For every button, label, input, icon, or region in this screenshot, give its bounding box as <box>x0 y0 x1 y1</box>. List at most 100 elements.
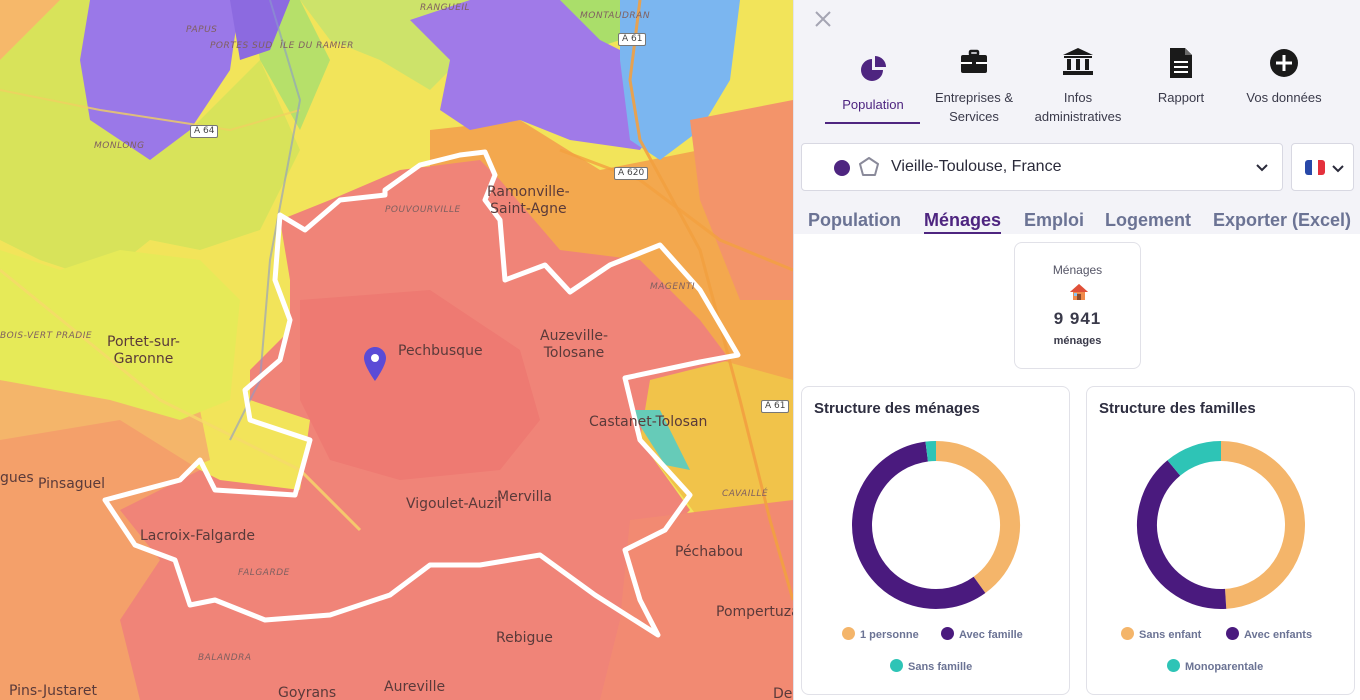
map-label-lacroix: Lacroix-Falgarde <box>140 528 256 544</box>
map-label-mervilla: Mervilla <box>497 489 552 505</box>
polygon-icon <box>859 157 879 182</box>
legend-item: Monoparentale <box>1167 659 1263 673</box>
chevron-down-icon <box>1254 160 1270 181</box>
chevron-down-icon <box>1330 161 1346 182</box>
tab-menages[interactable]: Ménages <box>924 210 1002 234</box>
nav-vos-donnees[interactable]: Vos données <box>1242 48 1326 107</box>
legend-swatch <box>890 659 903 672</box>
map-label-de: De <box>773 686 793 700</box>
chart-card-structure-familles: Structure des familles Sans enfant Avec … <box>1086 386 1355 695</box>
nav-label-population: Population <box>842 97 904 112</box>
legend-label: 1 personne <box>860 629 919 641</box>
side-panel: Population Entreprises & Services Inf <box>793 0 1360 700</box>
map-label-montaudran: MONTAUDRAN <box>580 11 651 21</box>
road-shield-a61: A 61 <box>618 33 647 46</box>
map-label-bois-vert: BOIS-VERT PRADIE <box>0 331 93 341</box>
map-label-auzeville: Auzeville- Tolosane <box>540 328 609 361</box>
chart-title: Structure des ménages <box>814 400 980 417</box>
chart-card-structure-menages: Structure des ménages 1 personne Avec fa… <box>801 386 1070 695</box>
donut-slice-sans-enfant[interactable] <box>1220 441 1305 609</box>
legend-item: Sans enfant <box>1121 627 1201 641</box>
map-label-falgarde: FALGARDE <box>238 568 290 578</box>
map-label-balandra: BALANDRA <box>198 653 252 663</box>
kpi-card-menages: Ménages 9 941 ménages <box>1014 242 1141 369</box>
map-label-gues: gues <box>0 470 34 486</box>
nav-label-infos: Infos administratives <box>1034 90 1122 124</box>
language-select[interactable] <box>1291 143 1354 191</box>
location-select[interactable]: Vieille-Toulouse, France <box>801 143 1283 191</box>
donut-slice-1-personne[interactable] <box>935 441 1020 593</box>
map-label-pompertuzat: Pompertuza <box>716 604 793 620</box>
legend-label: Sans enfant <box>1139 629 1202 641</box>
map-label-ramonville: Ramonville- Saint-Agne <box>487 184 570 217</box>
legend-label: Avec famille <box>959 629 1023 641</box>
legend-label: Avec enfants <box>1244 629 1313 641</box>
road-shield-a61-south: A 61 <box>761 400 790 413</box>
chart-title: Structure des familles <box>1099 400 1256 417</box>
choropleth-map[interactable] <box>0 0 793 700</box>
map-label-pouvourville: POUVOURVILLE <box>385 205 461 215</box>
location-color-dot <box>834 160 850 176</box>
map-label-castanet: Castanet-Tolosan <box>589 414 708 430</box>
map-label-aureville: Aureville <box>384 679 446 695</box>
map-label-rebigue: Rebigue <box>496 630 553 646</box>
donut-slice-monoparentale[interactable] <box>1167 441 1222 476</box>
nav-label-rapport: Rapport <box>1157 90 1205 105</box>
nav-label-entreprises: Entreprises & Services <box>934 90 1014 124</box>
tab-population[interactable]: Population <box>808 210 901 230</box>
map-label-vigoulet: Vigoulet-Auzil <box>406 496 502 512</box>
map-label-rangueil: RANGUEIL <box>420 3 471 13</box>
legend-item: 1 personne <box>842 627 919 641</box>
kpi-value: 9 941 <box>1053 309 1102 328</box>
map-label-pechbusque: Pechbusque <box>398 343 483 359</box>
legend-swatch <box>941 627 954 640</box>
donut-slice-sans-famille[interactable] <box>925 441 937 462</box>
legend-item: Avec famille <box>941 627 1023 641</box>
map-label-cavaille: CAVAILLÉ <box>722 489 769 499</box>
france-flag-icon <box>1305 160 1325 175</box>
legend-swatch <box>1167 659 1180 672</box>
nav-rapport[interactable]: Rapport <box>1146 48 1216 107</box>
road-shield-a620: A 620 <box>614 167 649 180</box>
bank-icon <box>1028 48 1128 80</box>
donut-slice-avec-enfants[interactable] <box>1137 460 1227 609</box>
donut-chart-menages <box>852 441 1020 609</box>
pie-chart-icon <box>832 55 914 87</box>
map-label-pins-justaret: Pins-Justaret <box>9 683 97 699</box>
map-label-goyrans: Goyrans <box>278 685 337 700</box>
legend-swatch <box>842 627 855 640</box>
tab-exporter-excel[interactable]: Exporter (Excel) <box>1213 210 1352 230</box>
map-label-pechabou: Péchabou <box>675 544 744 560</box>
tab-logement[interactable]: Logement <box>1105 210 1192 230</box>
location-value: Vieille-Toulouse, France <box>891 158 1062 175</box>
kpi-label: Ménages <box>1052 263 1103 277</box>
document-icon <box>1146 48 1216 80</box>
house-icon <box>1069 283 1089 306</box>
panel-header <box>794 0 1360 234</box>
legend-swatch <box>1226 627 1239 640</box>
legend-item: Sans famille <box>890 659 972 673</box>
briefcase-icon <box>929 48 1019 80</box>
map-view[interactable]: Pechbusque Ramonville- Saint-Agne Auzevi… <box>0 0 793 700</box>
map-label-magenti: MAGENTI <box>650 282 695 292</box>
map-label-monlong: MONLONG <box>94 141 145 151</box>
close-icon[interactable] <box>812 10 834 32</box>
legend-label: Monoparentale <box>1185 661 1264 673</box>
map-label-portet: Portet-sur- Garonne <box>107 334 180 367</box>
location-pin-icon[interactable] <box>364 347 386 381</box>
donut-chart-familles <box>1137 441 1305 609</box>
nav-label-vos-donnees: Vos données <box>1246 90 1322 105</box>
nav-entreprises[interactable]: Entreprises & Services <box>929 48 1019 126</box>
legend-item: Avec enfants <box>1226 627 1312 641</box>
kpi-unit: ménages <box>1053 335 1102 347</box>
map-label-pinsaguel: Pinsaguel <box>38 476 106 492</box>
nav-infos-admin[interactable]: Infos administratives <box>1028 48 1128 126</box>
donut-slice-avec-famille[interactable] <box>852 441 986 609</box>
map-label-papus: PAPUS <box>186 25 218 35</box>
legend-swatch <box>1121 627 1134 640</box>
map-label-portes-sud: PORTES SUD <box>210 41 273 51</box>
map-label-ile-du-ramier: ÎLE DU RAMIER <box>280 41 354 51</box>
tab-emploi[interactable]: Emploi <box>1024 210 1085 230</box>
nav-population[interactable]: Population <box>832 55 914 114</box>
nav-active-indicator <box>825 122 920 124</box>
